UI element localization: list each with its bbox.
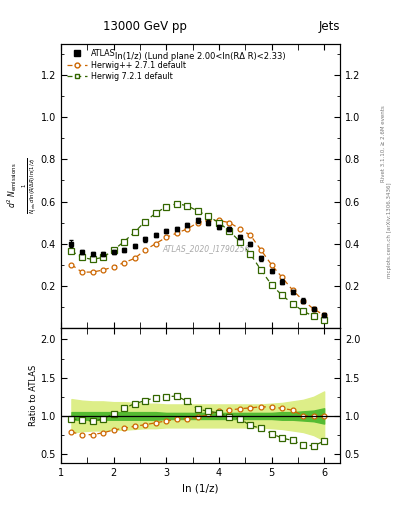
Text: ln(1/z) (Lund plane 2.00<ln(RΔ R)<2.33): ln(1/z) (Lund plane 2.00<ln(RΔ R)<2.33)	[115, 52, 286, 61]
Text: ATLAS_2020_I1790256: ATLAS_2020_I1790256	[162, 244, 250, 253]
Legend: ATLAS, Herwig++ 2.7.1 default, Herwig 7.2.1 default: ATLAS, Herwig++ 2.7.1 default, Herwig 7.…	[63, 46, 189, 84]
X-axis label: ln (1/z): ln (1/z)	[182, 484, 219, 494]
Text: Rivet 3.1.10, ≥ 2.6M events: Rivet 3.1.10, ≥ 2.6M events	[381, 105, 386, 182]
Text: mcplots.cern.ch [arXiv:1306.3436]: mcplots.cern.ch [arXiv:1306.3436]	[387, 183, 391, 278]
Y-axis label: Ratio to ATLAS: Ratio to ATLAS	[29, 365, 38, 426]
Y-axis label: $d^2\ N_\mathrm{emissions}$
$\frac{1}{N_\mathrm{jets}\,d\ln(R/\Delta R)\,\ln(1/z: $d^2\ N_\mathrm{emissions}$ $\frac{1}{N_…	[5, 157, 39, 214]
Text: 13000 GeV pp: 13000 GeV pp	[103, 20, 187, 33]
Text: Jets: Jets	[318, 20, 340, 33]
